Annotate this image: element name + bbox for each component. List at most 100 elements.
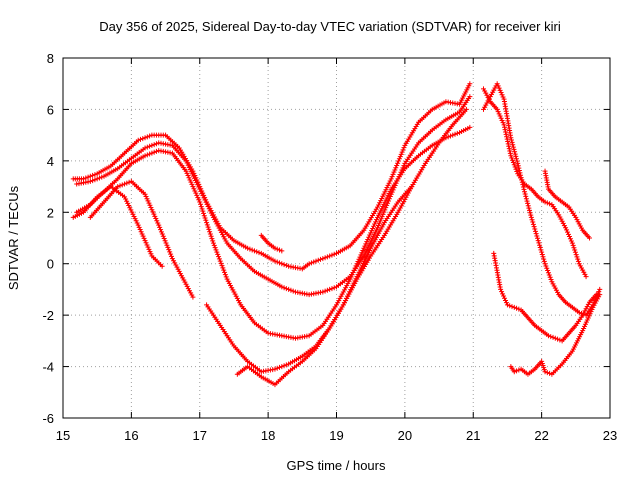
data-point (87, 173, 93, 179)
data-point (140, 233, 146, 239)
data-point (283, 286, 289, 292)
data-point (506, 143, 512, 149)
data-point (201, 210, 207, 216)
data-point (272, 366, 278, 372)
data-point (513, 166, 519, 172)
data-point (570, 242, 576, 248)
data-point (156, 222, 162, 228)
data-point (283, 262, 289, 268)
data-point (143, 240, 149, 246)
data-point (222, 269, 228, 275)
data-point (547, 370, 553, 376)
data-point (372, 229, 378, 235)
data-point (163, 240, 169, 246)
data-point (187, 167, 193, 173)
data-point (151, 211, 157, 217)
data-point (507, 148, 513, 154)
data-point (519, 177, 525, 183)
data-point (129, 209, 135, 215)
data-point (191, 175, 197, 181)
data-point (494, 106, 500, 112)
data-point (503, 131, 509, 137)
y-tick-labels: -6 -4 -2 0 2 4 6 8 (42, 51, 54, 426)
data-point (509, 155, 515, 161)
data-point (208, 210, 214, 216)
data-point (529, 217, 535, 223)
data-point (190, 184, 196, 190)
data-point (381, 209, 387, 215)
data-point (517, 170, 523, 176)
series-arc-11 (491, 250, 599, 344)
data-point (512, 164, 518, 170)
data-point (572, 249, 578, 255)
data-point (516, 306, 522, 312)
data-point (395, 158, 401, 164)
series-arc-8 (258, 232, 285, 254)
data-point (363, 254, 369, 260)
data-point (194, 180, 200, 186)
data-point (190, 173, 196, 179)
data-point (216, 254, 222, 260)
data-point (514, 158, 520, 164)
data-point (358, 252, 364, 258)
data-point (142, 238, 148, 244)
data-point (547, 274, 553, 280)
data-point (372, 221, 378, 227)
data-point (122, 181, 128, 187)
grid (63, 58, 610, 418)
data-point (392, 167, 398, 173)
data-point (381, 201, 387, 207)
data-point (516, 168, 522, 173)
data-point (541, 256, 547, 262)
data-point (281, 262, 287, 268)
data-point (85, 174, 91, 180)
x-tick-label: 20 (398, 428, 412, 443)
data-point (193, 190, 199, 196)
data-point (502, 295, 508, 301)
y-tick-label: 8 (47, 51, 54, 66)
data-point (354, 261, 360, 267)
data-point (386, 196, 392, 202)
data-point (203, 199, 209, 205)
data-point (463, 106, 469, 112)
data-point (222, 272, 228, 278)
data-point (531, 224, 537, 230)
data-point (94, 176, 100, 182)
data-point (92, 172, 98, 178)
data-point (548, 334, 554, 340)
data-point (196, 197, 202, 203)
data-point (347, 276, 353, 282)
series-arc-7 (234, 106, 469, 388)
x-tick-label: 19 (329, 428, 343, 443)
data-point (583, 274, 589, 280)
data-point (138, 229, 144, 235)
data-point (511, 162, 517, 168)
data-point (524, 198, 530, 204)
data-point (520, 182, 526, 188)
data-point (144, 134, 150, 140)
data-point (387, 194, 393, 200)
data-point (526, 205, 532, 211)
data-point (507, 303, 513, 309)
data-point (318, 256, 324, 262)
data-point (199, 190, 205, 196)
data-point (498, 286, 504, 292)
data-point (514, 305, 520, 311)
data-point (365, 252, 371, 258)
data-point (327, 253, 333, 259)
data-point (87, 178, 93, 184)
data-point (371, 223, 377, 229)
data-point (196, 184, 202, 190)
data-point (352, 265, 358, 271)
data-point (90, 172, 96, 178)
data-point (401, 145, 407, 151)
data-point (379, 195, 385, 201)
data-point (394, 162, 400, 168)
data-point (215, 251, 221, 257)
data-point (320, 289, 326, 295)
data-point (382, 189, 388, 195)
data-point (195, 182, 201, 188)
data-point (119, 182, 125, 188)
data-point (539, 251, 545, 257)
series-line (482, 88, 587, 278)
